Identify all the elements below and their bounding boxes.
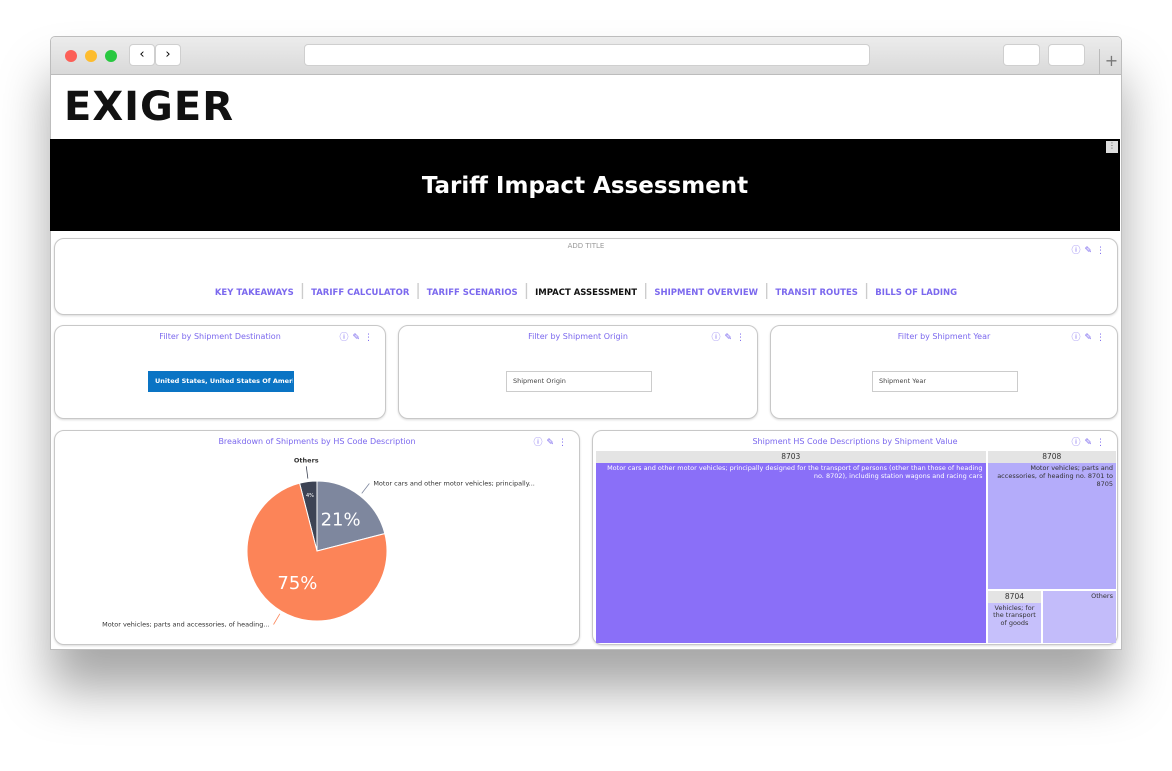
treemap-header: 8704: [987, 590, 1042, 603]
filter-card: Filter by Shipment Destination ⓘ✎⋮ United …: [54, 325, 386, 419]
category-label: Motor vehicles; parts and accessories, o…: [102, 621, 269, 629]
filter-card: Filter by Shipment Year ⓘ✎⋮ Shipment Year: [770, 325, 1118, 419]
leader-line: [273, 613, 281, 625]
forward-button[interactable]: ›: [155, 44, 181, 66]
chart-card: Breakdown of Shipments by HS Code Descri…: [54, 430, 580, 645]
nav-link[interactable]: TRANSIT ROUTES: [775, 288, 858, 298]
card-icons[interactable]: ⓘ✎⋮: [1071, 438, 1109, 448]
treemap-cell: Others: [1043, 590, 1116, 643]
nav-link[interactable]: SHIPMENT OVERVIEW: [654, 288, 759, 298]
pie-slice: [246, 482, 388, 622]
leader-line: [305, 466, 309, 479]
nav-link[interactable]: BILLS OF LADING: [875, 288, 958, 298]
nav-separator: |: [415, 280, 421, 299]
pie-chart: 4% Others 21% Motor cars and other motor ve…: [102, 456, 535, 629]
nav-separator: |: [643, 280, 649, 299]
menu-button[interactable]: ⋮: [1106, 141, 1118, 153]
filter-card: Filter by Shipment Origin ⓘ✎⋮ Shipment Ori…: [398, 325, 758, 419]
nav-link[interactable]: IMPACT ASSESSMENT: [535, 288, 638, 298]
card-icons[interactable]: ⓘ✎⋮: [1071, 333, 1109, 343]
treemap-cell: 8703 Motor cars and other motor vehicles;…: [596, 451, 986, 643]
treemap-cell: 8704 Vehicles; for the transport of goods: [987, 590, 1042, 643]
back-button[interactable]: ‹: [129, 44, 155, 66]
treemap-header: 8708: [987, 451, 1116, 463]
filter-title: Filter by Shipment Year: [897, 332, 991, 341]
nav-link[interactable]: TARIFF CALCULATOR: [311, 288, 410, 298]
filter-input[interactable]: Shipment Year: [872, 371, 1018, 392]
leader-line: [361, 483, 370, 494]
nav-link[interactable]: TARIFF SCENARIOS: [426, 288, 518, 298]
filter-input[interactable]: Shipment Origin: [506, 371, 652, 392]
new-tab-button[interactable]: +: [1099, 49, 1121, 75]
nav-separator: |: [523, 280, 530, 299]
zoom-button[interactable]: [105, 50, 117, 62]
close-button[interactable]: [65, 50, 77, 62]
add-title[interactable]: ADD TITLE: [567, 242, 605, 250]
filter-title: Filter by Shipment Destination: [159, 332, 281, 341]
card-icons[interactable]: ⓘ✎⋮: [1071, 246, 1109, 256]
treemap-description: Others: [1091, 591, 1113, 600]
treemap-description: Motor cars and other motor vehicles; pri…: [607, 464, 983, 480]
treemap-header: 8703: [596, 451, 986, 463]
nav-separator: |: [299, 280, 306, 299]
value-label: 21%: [321, 510, 361, 531]
filter-button[interactable]: United States, United States Of Ameri...: [148, 371, 294, 392]
chart-title: Shipment HS Code Descriptions by Shipmen…: [752, 437, 958, 446]
nav-bar: KEY TAKEAWAYS | TARIFF CALCULATOR | TARIFF S…: [55, 280, 1117, 299]
browser-toolbar: ‹ › +: [51, 37, 1121, 75]
treemap-description: Vehicles; for the transport of goods: [993, 603, 1036, 628]
treemap-description: Motor vehicles; parts and accessories, o…: [997, 464, 1113, 488]
banner-title: Tariff Impact Assessment: [421, 173, 749, 199]
minimize-button[interactable]: [85, 50, 97, 62]
share-button[interactable]: [1003, 44, 1040, 66]
nav-separator: |: [764, 280, 770, 299]
chart-title: Breakdown of Shipments by HS Code Descri…: [218, 437, 416, 446]
category-label: Motor cars and other motor vehicles; pri…: [373, 480, 535, 488]
address-bar[interactable]: [304, 44, 870, 66]
card-icons[interactable]: ⓘ✎⋮: [533, 438, 571, 448]
category-label: Others: [294, 456, 319, 464]
filter-title: Filter by Shipment Origin: [528, 332, 628, 341]
pie-slice: [316, 480, 386, 552]
card-icons[interactable]: ⓘ✎⋮: [339, 333, 377, 343]
value-label: 75%: [277, 573, 317, 594]
card-icons[interactable]: ⓘ✎⋮: [711, 333, 749, 343]
value-label: 4%: [306, 493, 314, 499]
banner: Tariff Impact Assessment ⋮: [50, 139, 1120, 231]
logo: EXIGER: [64, 84, 235, 130]
nav-separator: |: [863, 280, 870, 299]
treemap-cell: 8708 Motor vehicles; parts and accessorie…: [987, 451, 1116, 589]
chart-card: Shipment HS Code Descriptions by Shipmen…: [592, 430, 1118, 645]
nav-card: ADD TITLE ⓘ✎⋮ KEY TAKEAWAYS | TARIFF CALCU…: [54, 238, 1118, 315]
tabs-button[interactable]: [1048, 44, 1085, 66]
nav-link[interactable]: KEY TAKEAWAYS: [214, 288, 294, 298]
